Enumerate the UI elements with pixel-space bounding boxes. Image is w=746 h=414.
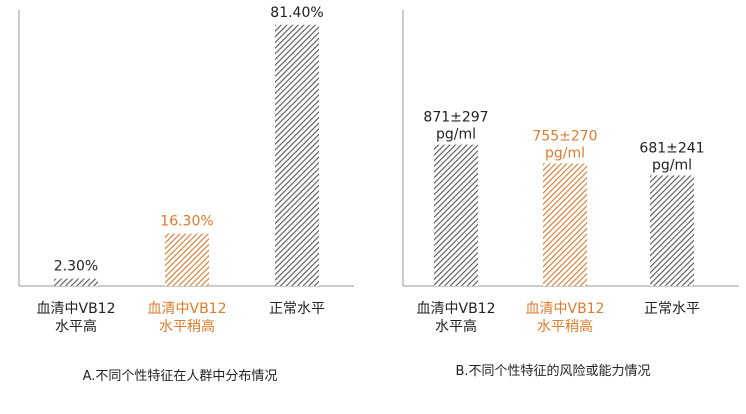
category-label-line2: 水平高 <box>435 318 477 335</box>
category-label: 血清中VB12 <box>417 301 496 317</box>
data-label-unit: pg/ml <box>436 127 476 143</box>
bar <box>54 278 98 286</box>
category-label: 血清中VB12 <box>37 301 116 317</box>
data-label-unit: pg/ml <box>652 157 692 173</box>
data-label: 681±241 <box>639 140 704 156</box>
chart-b: 871±297pg/ml血清中VB12水平高755±270pg/ml血清中VB1… <box>402 10 739 379</box>
data-label: 755±270 <box>532 128 597 144</box>
category-label: 血清中VB12 <box>148 301 227 317</box>
chart-caption: B.不同个性特征的风险或能力情况 <box>455 363 650 379</box>
bar <box>543 163 587 286</box>
data-label: 16.30% <box>160 214 213 230</box>
bar <box>650 175 694 286</box>
data-label: 81.40% <box>270 5 323 21</box>
bar <box>275 24 319 287</box>
category-label-line2: 水平稍高 <box>159 318 215 335</box>
bar <box>434 144 478 286</box>
data-label: 871±297 <box>423 110 488 126</box>
data-label: 2.30% <box>54 259 98 275</box>
chart-caption: A.不同个性特征在人群中分布情况 <box>83 369 278 384</box>
bar <box>165 233 209 286</box>
category-label: 正常水平 <box>269 301 325 317</box>
category-label: 血清中VB12 <box>526 301 605 317</box>
category-label-line2: 水平稍高 <box>537 318 593 335</box>
data-label-unit: pg/ml <box>545 145 585 161</box>
category-label: 正常水平 <box>644 301 700 317</box>
category-label-line2: 水平高 <box>55 318 97 335</box>
chart-a: 2.30%血清中VB12水平高16.30%血清中VB12水平稍高81.40%正常… <box>18 5 354 384</box>
